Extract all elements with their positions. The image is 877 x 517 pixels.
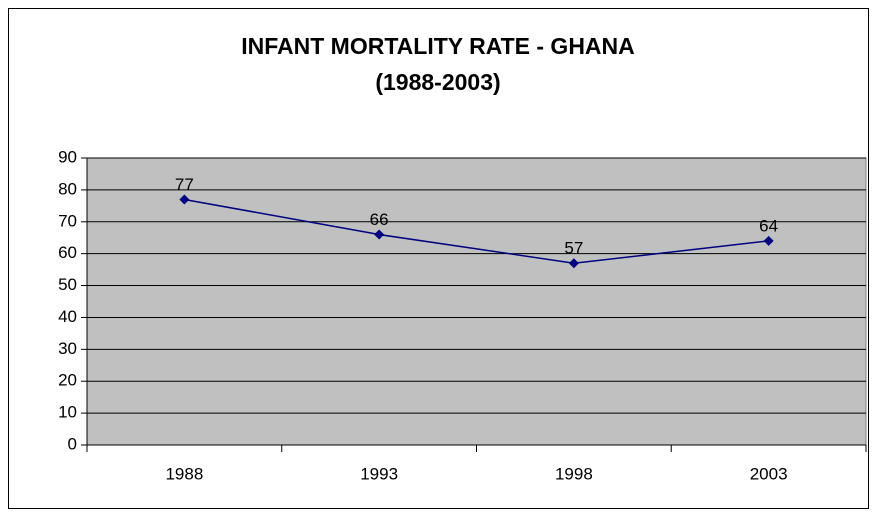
x-tick-label: 1988 <box>165 464 203 483</box>
data-point <box>179 194 190 205</box>
data-point <box>568 258 579 269</box>
y-tick-label: 10 <box>58 403 77 422</box>
y-tick-label: 20 <box>58 371 77 390</box>
x-tick-label: 1998 <box>555 464 593 483</box>
y-tick-label: 60 <box>58 243 77 262</box>
data-label: 77 <box>175 175 194 194</box>
chart-title: INFANT MORTALITY RATE - GHANA <box>241 33 635 59</box>
data-label: 66 <box>370 210 389 229</box>
plot-area <box>86 157 867 446</box>
chart-title: (1988-2003) <box>375 69 500 95</box>
y-tick-label: 40 <box>58 307 77 326</box>
y-tick-label: 30 <box>58 339 77 358</box>
x-tick-label: 2003 <box>750 464 788 483</box>
y-tick-label: 50 <box>58 275 77 294</box>
y-tick-label: 90 <box>58 147 77 166</box>
data-point <box>763 235 774 246</box>
y-tick-label: 80 <box>58 179 77 198</box>
x-tick-label: 1993 <box>360 464 398 483</box>
data-label: 64 <box>759 216 778 235</box>
data-point <box>374 229 385 240</box>
data-label: 57 <box>564 239 583 258</box>
series-line <box>184 198 769 264</box>
y-tick-label: 70 <box>58 211 77 230</box>
y-tick-label: 0 <box>68 434 77 453</box>
